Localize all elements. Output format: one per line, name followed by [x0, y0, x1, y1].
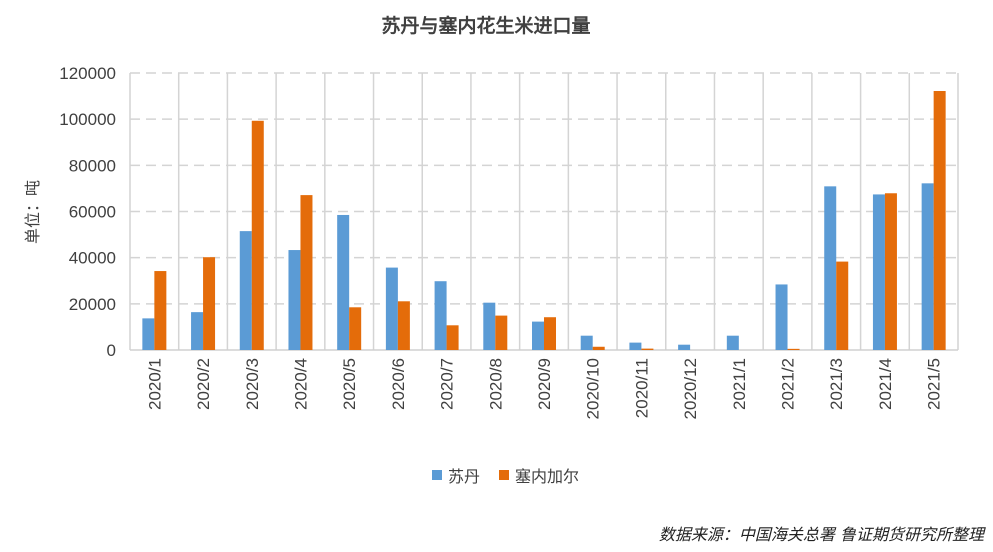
bar-sudan-2021-3 — [824, 186, 837, 350]
bar-sudan-2020-8 — [483, 302, 496, 350]
bar-sudan-2020-2 — [191, 312, 204, 350]
x-tick-label: 2020/1 — [145, 358, 164, 410]
bar-senegal-2021-4 — [884, 193, 897, 350]
y-axis-ticks: 0 20000 40000 60000 80000 100000 120000 — [59, 64, 116, 360]
bar-senegal-2020-1 — [154, 271, 167, 350]
bar-sudan-2020-7 — [434, 281, 447, 350]
x-tick-label: 2021/3 — [827, 358, 846, 410]
x-tick-label: 2020/5 — [340, 358, 359, 410]
bar-senegal-2020-2 — [203, 257, 216, 350]
x-tick-label: 2020/8 — [486, 358, 505, 410]
bar-sudan-2020-5 — [337, 214, 350, 350]
x-tick-label: 2021/2 — [779, 358, 798, 410]
y-tick-label: 0 — [107, 341, 116, 360]
bar-sudan-2021-4 — [872, 194, 885, 350]
bar-sudan-2020-4 — [288, 250, 301, 350]
bar-senegal-2020-11 — [641, 348, 654, 350]
source-note: 数据来源：中国海关总署 鲁证期货研究所整理 — [659, 525, 986, 544]
bar-sudan-2020-1 — [142, 318, 155, 350]
bar-senegal-2020-6 — [397, 301, 410, 350]
bar-senegal-2021-2 — [787, 348, 800, 350]
bar-senegal-2020-3 — [251, 120, 264, 350]
bar-senegal-2020-5 — [349, 307, 362, 350]
legend: 苏丹 塞内加尔 — [432, 467, 579, 486]
x-tick-label: 2020/12 — [681, 358, 700, 419]
bar-sudan-2020-10 — [580, 335, 593, 350]
y-tick-label: 40000 — [69, 249, 116, 268]
legend-label-senegal: 塞内加尔 — [515, 467, 579, 486]
y-tick-label: 60000 — [69, 203, 116, 222]
x-tick-label: 2020/2 — [194, 358, 213, 410]
legend-swatch-senegal — [499, 470, 509, 480]
x-tick-label: 2021/4 — [876, 358, 895, 410]
x-tick-label: 2020/9 — [535, 358, 554, 410]
y-tick-label: 100000 — [59, 110, 116, 129]
gridlines — [129, 72, 959, 351]
x-axis-ticks: 2020/1 2020/2 2020/3 2020/4 2020/5 2020/6 2020… — [145, 358, 943, 419]
bar-sudan-2020-6 — [385, 267, 398, 350]
chart-title: 苏丹与塞内花生米进口量 — [381, 14, 590, 37]
x-tick-label: 2020/4 — [291, 358, 310, 410]
bar-sudan-2020-3 — [239, 231, 252, 350]
bar-sudan-2020-9 — [532, 321, 544, 350]
bar-sudan-2020-11 — [629, 342, 642, 350]
x-tick-label: 2020/7 — [438, 358, 457, 410]
legend-label-sudan: 苏丹 — [448, 467, 480, 486]
bar-senegal-2020-4 — [300, 195, 313, 350]
x-tick-label: 2020/10 — [584, 358, 603, 419]
x-tick-label: 2020/3 — [243, 358, 262, 410]
legend-swatch-sudan — [432, 470, 442, 480]
bar-senegal-2020-7 — [446, 325, 459, 350]
y-tick-label: 20000 — [69, 295, 116, 314]
bar-senegal-2020-9 — [544, 317, 556, 350]
x-tick-label: 2021/5 — [925, 358, 944, 410]
bar-senegal-2020-8 — [495, 315, 508, 350]
y-tick-label: 120000 — [59, 64, 116, 83]
x-tick-label: 2020/6 — [389, 358, 408, 410]
y-tick-label: 80000 — [69, 156, 116, 175]
bar-senegal-2021-3 — [836, 261, 849, 350]
bar-sudan-2021-5 — [921, 183, 934, 350]
x-tick-label: 2020/11 — [632, 358, 651, 418]
bar-sudan-2021-1 — [726, 335, 739, 350]
x-tick-label: 2021/1 — [730, 358, 749, 410]
bars — [142, 91, 946, 350]
bar-sudan-2021-2 — [775, 284, 788, 350]
bar-senegal-2020-10 — [592, 346, 605, 350]
y-axis-label: 单位：吨 — [23, 180, 42, 244]
bar-sudan-2020-12 — [678, 344, 691, 350]
bar-senegal-2021-5 — [933, 91, 946, 350]
